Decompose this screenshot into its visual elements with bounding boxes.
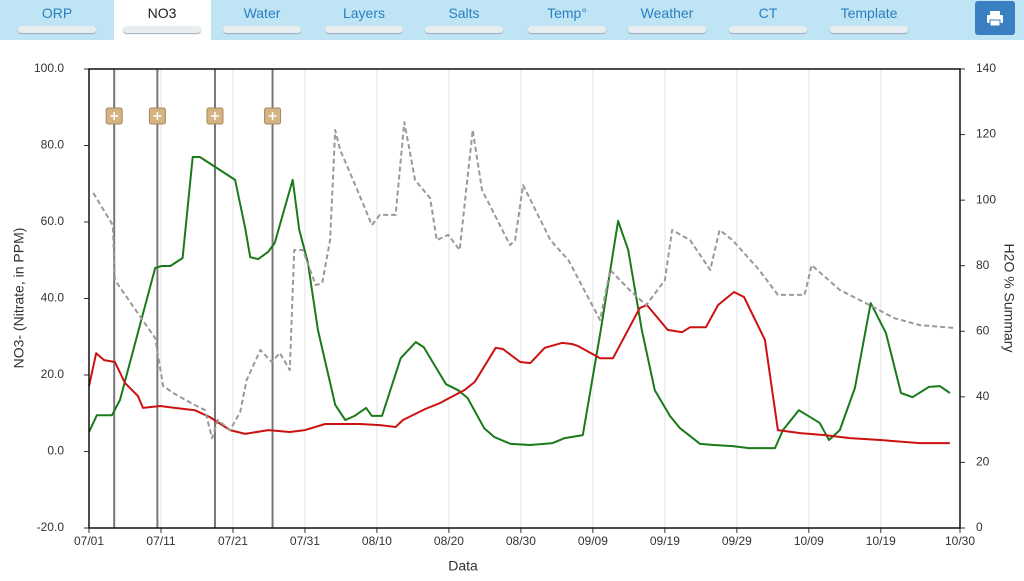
event-icon-glyph — [210, 112, 219, 120]
tab[interactable]: Water — [214, 0, 311, 41]
tab-label: Layers — [342, 5, 386, 21]
x-tick-label: 07/21 — [218, 534, 248, 548]
tab[interactable]: Salts — [416, 0, 513, 41]
tab-label: CT — [758, 5, 778, 21]
tab-label: ORP — [41, 5, 73, 21]
tab-label: NO3 — [147, 5, 177, 21]
y2-tick-label: 20 — [976, 455, 990, 469]
x-tick-label: 07/31 — [290, 534, 320, 548]
y-tick-label: 0.0 — [47, 444, 64, 458]
print-button[interactable] — [975, 1, 1015, 35]
tab-label: Water — [243, 5, 281, 21]
x-tick-label: 09/09 — [578, 534, 608, 548]
tab-label: Weather — [640, 5, 694, 21]
y-tick-label: 80.0 — [41, 138, 65, 152]
series-line — [88, 291, 950, 445]
tab-label: Temp° — [547, 5, 587, 21]
y2-tick-label: 60 — [976, 323, 990, 337]
tab-indicator — [830, 26, 908, 33]
tab-indicator — [123, 26, 201, 33]
event-icon-glyph — [153, 112, 162, 120]
x-tick-label: 09/29 — [722, 534, 752, 548]
x-tick-label: 09/19 — [650, 534, 680, 548]
tab[interactable]: Temp° — [519, 0, 616, 41]
tab[interactable]: CT — [720, 0, 817, 41]
x-tick-label: 08/10 — [362, 534, 392, 548]
tab[interactable]: NO3 — [113, 0, 211, 41]
print-icon — [987, 11, 1003, 27]
x-tick-label: 08/30 — [506, 534, 536, 548]
series-line — [88, 156, 951, 450]
tab-indicator — [18, 26, 96, 33]
y2-axis-label: H2O % Summary — [1001, 244, 1017, 353]
x-tick-label: 07/01 — [74, 534, 104, 548]
y-tick-label: 60.0 — [41, 214, 65, 228]
tab-indicator — [425, 26, 503, 33]
y2-tick-label: 120 — [976, 127, 996, 141]
y-tick-label: 100.0 — [34, 61, 64, 75]
y-tick-label: 20.0 — [41, 367, 65, 381]
y2-tick-label: 100 — [976, 192, 996, 206]
x-tick-label: 07/11 — [146, 534, 175, 548]
x-tick-label: 08/20 — [434, 534, 464, 548]
tab[interactable]: Weather — [619, 0, 716, 41]
tab-bar: ORP NO3 Water Layers Salts Temp° Weather CT Temp… — [0, 0, 1024, 41]
event-icon-glyph — [268, 112, 277, 120]
plot-frame — [88, 68, 961, 529]
tab-indicator — [528, 26, 606, 33]
event-icon-glyph — [110, 112, 119, 120]
tab-label: Salts — [448, 5, 480, 21]
series-line — [92, 121, 956, 440]
tab-indicator — [223, 26, 301, 33]
tab-indicator — [729, 26, 807, 33]
y2-tick-label: 140 — [976, 61, 996, 75]
x-tick-label: 10/09 — [794, 534, 824, 548]
tab-indicator — [325, 26, 403, 33]
y2-tick-label: 80 — [976, 258, 990, 272]
y-axis-label: NO3- (Nitrate, in PPM) — [11, 228, 27, 369]
tab-label: Template — [840, 5, 898, 21]
x-axis-label: Data — [448, 558, 478, 574]
y2-tick-label: 40 — [976, 389, 990, 403]
y-tick-label: -20.0 — [37, 520, 65, 534]
y-tick-label: 40.0 — [41, 291, 65, 305]
tab[interactable]: Layers — [316, 0, 413, 41]
x-tick-label: 10/30 — [945, 534, 975, 548]
tab[interactable]: ORP — [9, 0, 106, 41]
tab[interactable]: Template — [821, 0, 918, 41]
chart-background — [0, 40, 1024, 581]
x-tick-label: 10/19 — [866, 534, 896, 548]
y2-tick-label: 0 — [976, 520, 983, 534]
tab-indicator — [628, 26, 706, 33]
